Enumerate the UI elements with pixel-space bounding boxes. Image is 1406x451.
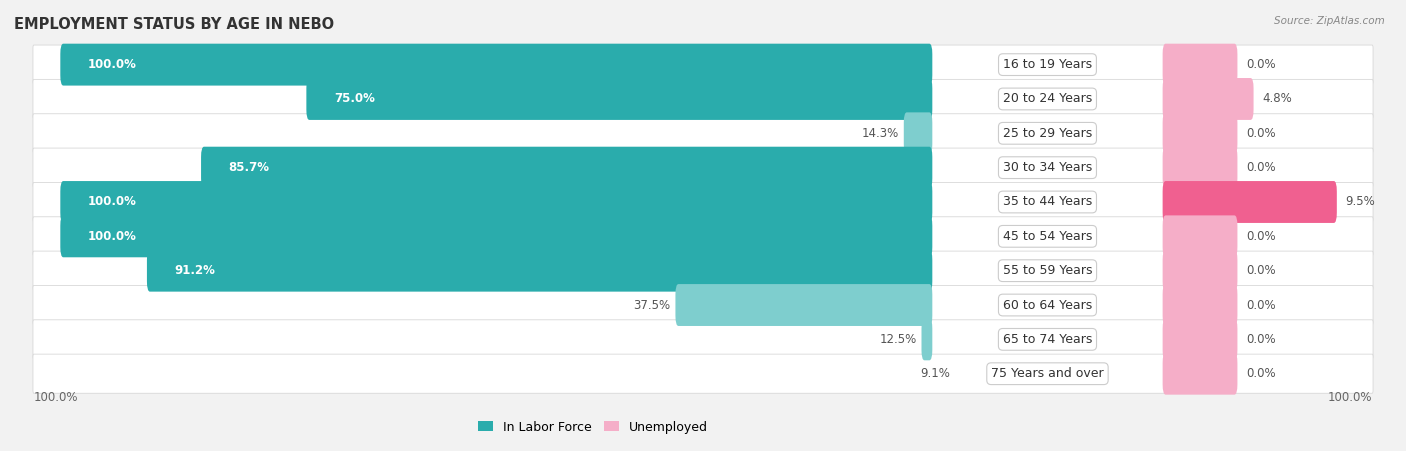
Legend: In Labor Force, Unemployed: In Labor Force, Unemployed [472, 416, 713, 439]
FancyBboxPatch shape [675, 284, 932, 326]
Text: 0.0%: 0.0% [1246, 367, 1275, 380]
Text: 100.0%: 100.0% [87, 58, 136, 71]
Text: 75.0%: 75.0% [335, 92, 375, 106]
Text: 0.0%: 0.0% [1246, 264, 1275, 277]
Text: 14.3%: 14.3% [862, 127, 898, 140]
Text: 0.0%: 0.0% [1246, 127, 1275, 140]
FancyBboxPatch shape [32, 320, 1374, 359]
Text: 25 to 29 Years: 25 to 29 Years [1002, 127, 1092, 140]
FancyBboxPatch shape [32, 148, 1374, 187]
FancyBboxPatch shape [148, 250, 932, 292]
Text: 16 to 19 Years: 16 to 19 Years [1002, 58, 1092, 71]
Text: 35 to 44 Years: 35 to 44 Years [1002, 195, 1092, 208]
FancyBboxPatch shape [60, 181, 932, 223]
FancyBboxPatch shape [1163, 147, 1237, 189]
Text: 100.0%: 100.0% [34, 391, 79, 404]
Text: 60 to 64 Years: 60 to 64 Years [1002, 299, 1092, 312]
Text: 85.7%: 85.7% [229, 161, 270, 174]
FancyBboxPatch shape [1163, 112, 1237, 154]
FancyBboxPatch shape [32, 217, 1374, 256]
FancyBboxPatch shape [32, 114, 1374, 153]
Text: 4.8%: 4.8% [1263, 92, 1292, 106]
Text: EMPLOYMENT STATUS BY AGE IN NEBO: EMPLOYMENT STATUS BY AGE IN NEBO [14, 18, 335, 32]
FancyBboxPatch shape [307, 78, 932, 120]
Text: 65 to 74 Years: 65 to 74 Years [1002, 333, 1092, 346]
Text: 0.0%: 0.0% [1246, 161, 1275, 174]
Text: 0.0%: 0.0% [1246, 230, 1275, 243]
FancyBboxPatch shape [1163, 284, 1237, 326]
Text: 55 to 59 Years: 55 to 59 Years [1002, 264, 1092, 277]
FancyBboxPatch shape [921, 318, 932, 360]
Text: 100.0%: 100.0% [87, 230, 136, 243]
Text: 91.2%: 91.2% [174, 264, 215, 277]
FancyBboxPatch shape [32, 45, 1374, 84]
Text: 20 to 24 Years: 20 to 24 Years [1002, 92, 1092, 106]
FancyBboxPatch shape [32, 285, 1374, 325]
Text: 100.0%: 100.0% [1327, 391, 1372, 404]
FancyBboxPatch shape [1163, 216, 1237, 257]
Text: 30 to 34 Years: 30 to 34 Years [1002, 161, 1092, 174]
FancyBboxPatch shape [1163, 318, 1237, 360]
FancyBboxPatch shape [60, 216, 932, 257]
Text: 45 to 54 Years: 45 to 54 Years [1002, 230, 1092, 243]
FancyBboxPatch shape [1163, 181, 1337, 223]
FancyBboxPatch shape [1163, 353, 1237, 395]
Text: 12.5%: 12.5% [879, 333, 917, 346]
Text: 9.1%: 9.1% [920, 367, 950, 380]
FancyBboxPatch shape [1163, 44, 1237, 86]
Text: 0.0%: 0.0% [1246, 333, 1275, 346]
Text: Source: ZipAtlas.com: Source: ZipAtlas.com [1274, 16, 1385, 26]
Text: 37.5%: 37.5% [633, 299, 671, 312]
Text: 9.5%: 9.5% [1346, 195, 1375, 208]
FancyBboxPatch shape [32, 354, 1374, 393]
FancyBboxPatch shape [60, 44, 932, 86]
FancyBboxPatch shape [201, 147, 932, 189]
FancyBboxPatch shape [32, 251, 1374, 290]
FancyBboxPatch shape [1163, 250, 1237, 292]
FancyBboxPatch shape [32, 182, 1374, 221]
FancyBboxPatch shape [1163, 78, 1254, 120]
Text: 0.0%: 0.0% [1246, 58, 1275, 71]
FancyBboxPatch shape [904, 112, 932, 154]
Text: 0.0%: 0.0% [1246, 299, 1275, 312]
Text: 75 Years and over: 75 Years and over [991, 367, 1104, 380]
Text: 100.0%: 100.0% [87, 195, 136, 208]
FancyBboxPatch shape [32, 79, 1374, 119]
